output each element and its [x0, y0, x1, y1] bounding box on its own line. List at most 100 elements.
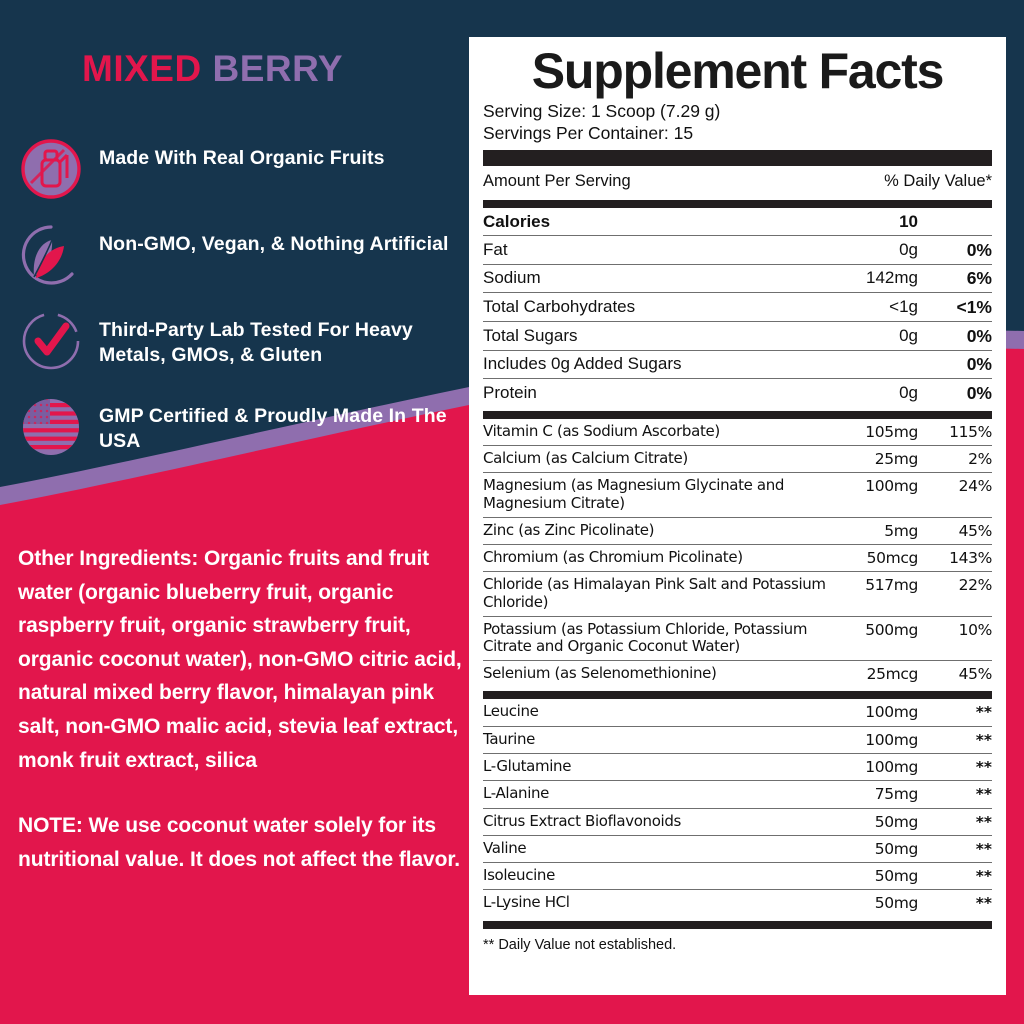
nutrient-name: Magnesium (as Magnesium Glycinate and Ma…: [483, 476, 785, 513]
left-column: MIXED BERRY Made With Real Organic Fruit…: [0, 0, 470, 1024]
ingredients-block: Other Ingredients: Organic fruits and fr…: [18, 542, 470, 876]
feature-label: Made With Real Organic Fruits: [99, 147, 385, 169]
nutrient-daily-value: 0%: [966, 382, 992, 403]
nutrient-name: Zinc (as Zinc Picolinate): [483, 520, 655, 539]
feature-label: GMP Certified & Proudly Made In The USA: [99, 405, 447, 452]
table-row: Selenium (as Selenomethionine) 25mcg 45%: [483, 660, 992, 688]
nutrient-name: L-Lysine HCl: [483, 893, 570, 912]
nutrient-daily-value: **: [975, 703, 992, 722]
nutrient-name: L-Alanine: [483, 784, 550, 803]
nutrient-amount: 100mg: [865, 758, 918, 777]
vitamins-minerals-table: Vitamin C (as Sodium Ascorbate) 105mg 115%…: [483, 419, 992, 688]
table-row: Leucine 100mg **: [483, 699, 992, 726]
nutrient-daily-value: 22%: [958, 576, 993, 595]
nutrient-daily-value: **: [975, 839, 992, 858]
nutrient-amount: 5mg: [884, 521, 918, 540]
nutrient-name: Includes 0g Added Sugars: [483, 354, 682, 374]
flavor-word-berry: BERRY: [212, 48, 344, 89]
nutrient-name: Potassium (as Potassium Chloride, Potass…: [483, 619, 808, 656]
flavor-word-mixed: MIXED: [82, 48, 202, 89]
table-row: L-Lysine HCl 50mg **: [483, 889, 992, 917]
nutrient-amount: 100mg: [865, 730, 918, 749]
nutrient-name: Sodium: [483, 268, 541, 288]
nutrient-amount: 500mg: [865, 620, 918, 639]
macronutrients-table: Calories 10 Fat 0g 0% Sodium 142mg 6% Total Carb…: [483, 208, 992, 407]
nutrient-daily-value: 0%: [966, 239, 992, 260]
divider-bar-thin-3: [483, 691, 992, 700]
nutrient-daily-value: 10%: [958, 620, 993, 639]
nutrient-daily-value: **: [975, 758, 992, 777]
feature-list: Made With Real Organic Fruits Non-GMO, V…: [20, 138, 470, 482]
nutrient-name: Protein: [483, 382, 537, 402]
flavor-title: MIXED BERRY: [82, 48, 343, 90]
table-row: Calcium (as Calcium Citrate) 25mg 2%: [483, 445, 992, 473]
feature-item-gmp-usa: GMP Certified & Proudly Made In The USA: [20, 396, 470, 458]
nutrient-daily-value: 0%: [966, 354, 992, 375]
nutrient-amount: 100mg: [865, 703, 918, 722]
nutrient-name: Selenium (as Selenomethionine): [483, 664, 717, 683]
nutrient-name: Citrus Extract Bioflavonoids: [483, 811, 681, 830]
nutrient-name: Valine: [483, 838, 527, 857]
amount-per-serving-header: Amount Per Serving: [483, 172, 631, 191]
feature-item-lab-tested: Third-Party Lab Tested For Heavy Metals,…: [20, 310, 470, 372]
table-row: Valine 50mg **: [483, 835, 992, 862]
nutrient-name: Chloride (as Himalayan Pink Salt and Pot…: [483, 575, 826, 612]
feature-item-organic-fruits: Made With Real Organic Fruits: [20, 138, 470, 200]
table-row: Citrus Extract Bioflavonoids 50mg **: [483, 808, 992, 835]
nutrient-name: Calories: [483, 211, 551, 231]
supplement-facts-panel: Supplement Facts Serving Size: 1 Scoop (…: [469, 37, 1006, 995]
nutrient-name: Chromium (as Chromium Picolinate): [483, 548, 743, 567]
leaf-icon: [20, 224, 82, 286]
nutrient-name: Total Carbohydrates: [483, 296, 636, 316]
table-row: L-Alanine 75mg **: [483, 780, 992, 808]
nutrient-name: L-Glutamine: [483, 757, 572, 776]
nutrient-daily-value: <1%: [956, 296, 992, 317]
table-row: Chromium (as Chromium Picolinate) 50mcg 14…: [483, 544, 992, 572]
bottle-shaker-icon: [20, 138, 82, 200]
table-row: Total Carbohydrates <1g <1%: [483, 292, 992, 322]
nutrient-name: Fat: [483, 239, 508, 259]
nutrient-daily-value: **: [975, 812, 992, 831]
table-row: Fat 0g 0%: [483, 235, 992, 265]
nutrient-daily-value: 6%: [966, 268, 992, 289]
nutrient-amount: 25mcg: [866, 665, 919, 684]
nutrient-name: Taurine: [483, 729, 535, 748]
nutrient-daily-value: **: [975, 867, 992, 886]
servings-per-container-line: Servings Per Container: 15: [483, 122, 694, 143]
table-row: Includes 0g Added Sugars 0%: [483, 350, 992, 379]
nutrient-amount: 0g: [899, 325, 918, 345]
nutrient-daily-value: 45%: [958, 521, 993, 540]
nutrient-daily-value: **: [975, 730, 992, 749]
note-text: NOTE: We use coconut water solely for it…: [18, 814, 460, 871]
footnote-text: ** Daily Value not established.: [483, 936, 677, 953]
nutrient-name: Calcium (as Calcium Citrate): [483, 449, 688, 468]
table-row: Potassium (as Potassium Chloride, Potass…: [483, 616, 992, 660]
nutrient-amount: 50mcg: [866, 549, 919, 568]
nutrient-amount: 142mg: [866, 268, 918, 288]
divider-bar-thick-top: [483, 150, 992, 167]
table-row: Protein 0g 0%: [483, 378, 992, 407]
nutrient-daily-value: 0%: [966, 325, 992, 346]
checkmark-icon: [20, 310, 82, 372]
nutrient-amount: <1g: [889, 296, 918, 316]
table-row: Calories 10: [483, 208, 992, 236]
nutrient-daily-value: 24%: [958, 477, 993, 496]
nutrient-name: Isoleucine: [483, 866, 555, 885]
nutrient-amount: [826, 350, 918, 379]
table-row: L-Glutamine 100mg **: [483, 753, 992, 781]
nutrient-amount: 105mg: [865, 422, 918, 441]
nutrient-amount: 517mg: [865, 576, 918, 595]
other-ingredients-text: Other Ingredients: Organic fruits and fr…: [18, 547, 462, 772]
supplement-facts-title: Supplement Facts: [531, 43, 945, 99]
divider-bar-thin-4: [483, 920, 992, 929]
feature-label: Third-Party Lab Tested For Heavy Metals,…: [99, 319, 413, 366]
nutrient-amount: 10: [899, 211, 918, 231]
feature-label: Non-GMO, Vegan, & Nothing Artificial: [99, 233, 449, 255]
nutrient-name: Leucine: [483, 702, 539, 721]
divider-bar-thin-2: [483, 410, 992, 419]
daily-value-header: % Daily Value*: [884, 172, 992, 191]
nutrient-amount: 50mg: [874, 839, 919, 858]
table-row: Isoleucine 50mg **: [483, 862, 992, 890]
nutrient-name: Total Sugars: [483, 325, 578, 345]
table-row: Taurine 100mg **: [483, 726, 992, 753]
